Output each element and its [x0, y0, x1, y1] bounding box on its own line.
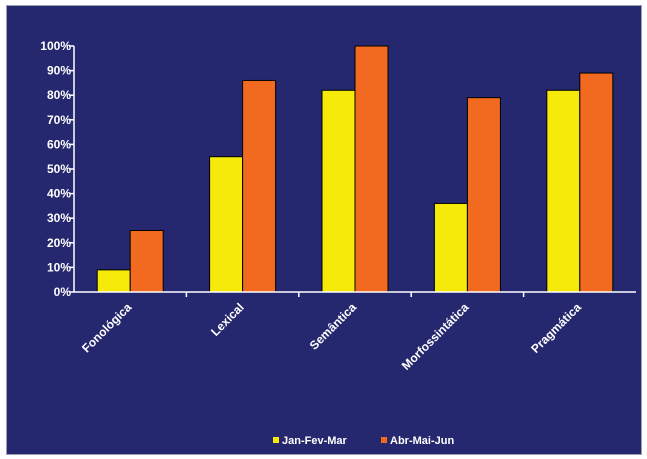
y-tick-label: 30%	[47, 211, 71, 225]
legend-swatch	[273, 437, 279, 443]
bar-jan-fev-mar-4	[546, 89, 581, 293]
y-tick-label: 80%	[47, 88, 71, 102]
y-tick-label: 20%	[47, 236, 71, 250]
chart-frame: 0% 10% 20% 30% 40% 50% 60% 70% 80% 90% 100% Fonoló…	[6, 5, 642, 455]
bar-abr-mai-jun-4	[579, 72, 614, 293]
y-axis: 0% 10% 20% 30% 40% 50% 60% 70% 80% 90% 100%	[40, 39, 75, 299]
x-axis: Fonológica Lexical Semântica Morfossintátic…	[74, 291, 636, 373]
legend: Jan-Fev-Mar Abr-Mai-Jun	[273, 435, 454, 447]
y-tick-label: 40%	[47, 187, 71, 201]
bar-abr-mai-jun-2	[354, 45, 389, 293]
bar-jan-fev-mar-1	[209, 156, 244, 293]
y-tick-label: 70%	[47, 113, 71, 127]
bar-jan-fev-mar-3	[433, 202, 468, 293]
y-tick-label: 0%	[54, 285, 72, 299]
bar-abr-mai-jun-0	[129, 230, 164, 293]
y-tick-label: 10%	[47, 260, 71, 274]
y-tick-label: 100%	[40, 39, 71, 53]
y-tick-label: 60%	[47, 137, 71, 151]
bar-abr-mai-jun-1	[242, 79, 277, 293]
x-category-label: Pragmática	[528, 300, 584, 356]
bar-abr-mai-jun-3	[466, 97, 501, 293]
bar-jan-fev-mar-2	[321, 89, 356, 293]
legend-label: Abr-Mai-Jun	[390, 435, 454, 447]
x-category-label: Lexical	[208, 300, 247, 339]
legend-label: Jan-Fev-Mar	[282, 435, 348, 447]
y-tick-label: 90%	[47, 64, 71, 78]
legend-swatch	[381, 437, 387, 443]
bars	[96, 45, 614, 293]
bar-jan-fev-mar-0	[96, 269, 131, 293]
x-category-label: Semântica	[307, 300, 360, 353]
x-category-label: Morfossintática	[399, 300, 472, 373]
y-tick-label: 50%	[47, 162, 71, 176]
bar-chart: 0% 10% 20% 30% 40% 50% 60% 70% 80% 90% 100% Fonoló…	[40, 39, 636, 447]
x-category-label: Fonológica	[79, 300, 134, 355]
